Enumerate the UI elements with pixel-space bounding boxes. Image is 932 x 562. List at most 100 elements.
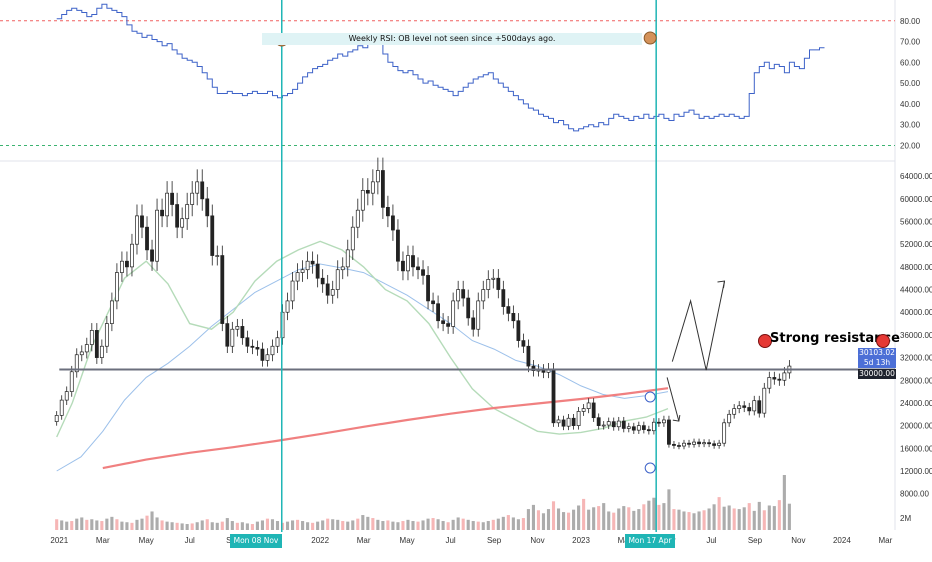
candle — [416, 266, 420, 271]
volume-bar — [677, 509, 681, 530]
volume-bar — [556, 508, 561, 530]
volume-bar — [115, 519, 119, 530]
volume-bar — [732, 508, 736, 530]
volume-bar — [280, 522, 285, 530]
volume-bar — [702, 510, 706, 530]
candle — [190, 192, 195, 205]
volume-bar — [150, 511, 154, 530]
rsi-tick-label: 20.00 — [900, 141, 921, 150]
volume-bar — [170, 522, 174, 530]
volume-bar — [316, 521, 320, 530]
volume-bar — [210, 522, 214, 530]
volume-bar — [612, 512, 616, 530]
candle — [511, 313, 516, 322]
last-price-value: 30103.02 — [859, 348, 895, 357]
candle — [380, 170, 385, 208]
volume-bar — [787, 503, 791, 530]
volume-bar — [95, 520, 99, 530]
volume-bar — [356, 518, 360, 530]
candle — [687, 442, 691, 445]
volume-bar — [135, 519, 139, 530]
price-tick-label: 44000.00 — [900, 286, 932, 295]
candle — [491, 277, 496, 280]
candle — [651, 421, 656, 432]
volume-bar — [260, 520, 264, 530]
candle — [245, 337, 250, 347]
volume-bar — [762, 510, 766, 530]
price-tick-label: 12000.00 — [900, 467, 932, 476]
candle — [200, 181, 205, 200]
volume-bar — [290, 520, 295, 530]
candle — [426, 275, 430, 302]
candle — [471, 317, 476, 330]
volume-bar — [306, 522, 310, 530]
volume-bar — [426, 518, 430, 530]
volume-bar — [572, 509, 576, 530]
candle — [170, 192, 175, 205]
candle — [255, 347, 260, 350]
rsi-annotation-box: Weekly RSI: OB level not seen since +500… — [262, 33, 642, 45]
candle — [481, 289, 486, 302]
candle — [501, 289, 506, 307]
volume-bar — [235, 522, 239, 530]
candle — [596, 417, 601, 426]
candle — [762, 387, 767, 414]
volume-bar — [175, 522, 179, 530]
volume-bar — [481, 522, 485, 530]
volume-bar — [607, 511, 611, 530]
volume-bar — [747, 503, 751, 530]
volume-bar — [742, 507, 746, 530]
candle — [295, 272, 300, 282]
candle — [360, 189, 365, 211]
volume-bar — [526, 509, 530, 530]
volume-bar — [521, 518, 525, 530]
candle — [205, 198, 210, 217]
candle — [722, 422, 727, 444]
volume-bar — [230, 521, 234, 530]
x-tick-label: Mar — [618, 536, 632, 545]
date-tag-apr-23: Mon 17 Apr '23 — [625, 534, 675, 559]
volume-bar — [441, 521, 445, 530]
candle — [155, 209, 159, 262]
volume-bar — [662, 503, 666, 530]
volume-bar — [757, 501, 761, 530]
x-tick-label: 2024 — [833, 536, 851, 545]
candle — [335, 269, 340, 290]
candle — [396, 229, 400, 262]
candle — [260, 348, 265, 361]
volume-bar — [265, 518, 270, 530]
price-tick-label: 8000.00 — [900, 490, 929, 499]
volume-bar — [55, 519, 59, 530]
price-tick-label: 28000.00 — [900, 376, 932, 385]
volume-bar — [496, 518, 500, 530]
candle — [340, 266, 345, 271]
flag-event-icon — [644, 391, 656, 403]
candle — [531, 365, 536, 371]
ma-green-line — [56, 240, 669, 438]
rsi-tick-label: 80.00 — [900, 17, 921, 26]
candle — [290, 280, 295, 302]
candle — [160, 209, 164, 217]
volume-bar — [190, 523, 194, 530]
volume-bar — [160, 520, 164, 530]
volume-bar — [642, 504, 646, 530]
x-tick-label: May — [400, 536, 415, 545]
rsi-tick-label: 60.00 — [900, 58, 921, 67]
candle — [692, 441, 696, 445]
volume-bar — [511, 517, 515, 530]
volume-bar — [627, 507, 631, 530]
trading-chart[interactable]: 80.00 70.00 60.00 50.00 40.00 30.00 20.00 64000… — [0, 0, 932, 550]
volume-bar — [687, 512, 691, 530]
volume-bar — [215, 522, 219, 530]
volume-bar — [637, 509, 641, 530]
volume-bar — [110, 516, 114, 530]
candle — [310, 260, 315, 265]
volume-bar — [456, 517, 460, 530]
volume-bar — [546, 509, 551, 530]
candle — [64, 391, 69, 401]
candle — [385, 207, 390, 217]
candle — [737, 405, 742, 409]
price-tick-label: 20000.00 — [900, 422, 932, 431]
candle — [391, 215, 395, 231]
volume-bar — [727, 505, 731, 530]
